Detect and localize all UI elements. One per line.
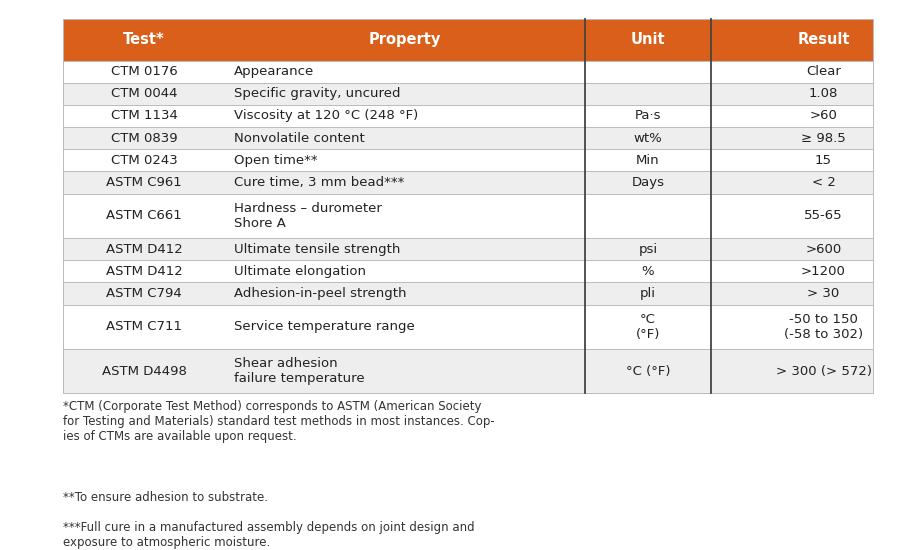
FancyBboxPatch shape xyxy=(63,19,873,60)
Text: ASTM C711: ASTM C711 xyxy=(106,320,182,333)
FancyBboxPatch shape xyxy=(63,194,873,238)
Text: Nonvolatile content: Nonvolatile content xyxy=(234,131,364,145)
Text: *CTM (Corporate Test Method) corresponds to ASTM (American Society
for Testing a: *CTM (Corporate Test Method) corresponds… xyxy=(63,400,495,443)
Text: pli: pli xyxy=(640,287,656,300)
Text: Ultimate tensile strength: Ultimate tensile strength xyxy=(234,243,400,256)
Text: >1200: >1200 xyxy=(801,265,846,278)
Text: °C
(°F): °C (°F) xyxy=(635,313,661,340)
Text: °C (°F): °C (°F) xyxy=(626,365,670,377)
Text: Appearance: Appearance xyxy=(234,65,314,78)
Text: ***Full cure in a manufactured assembly depends on joint design and
exposure to : ***Full cure in a manufactured assembly … xyxy=(63,521,474,549)
Text: ASTM D412: ASTM D412 xyxy=(105,243,183,256)
Text: Cure time, 3 mm bead***: Cure time, 3 mm bead*** xyxy=(234,176,404,189)
Text: CTM 0839: CTM 0839 xyxy=(111,131,177,145)
Text: ≥ 98.5: ≥ 98.5 xyxy=(801,131,846,145)
Text: CTM 0243: CTM 0243 xyxy=(111,154,177,167)
Text: > 30: > 30 xyxy=(807,287,840,300)
Text: Ultimate elongation: Ultimate elongation xyxy=(234,265,366,278)
Text: wt%: wt% xyxy=(634,131,662,145)
Text: ASTM C661: ASTM C661 xyxy=(106,210,182,222)
Text: 1.08: 1.08 xyxy=(809,87,838,100)
Text: 55-65: 55-65 xyxy=(805,210,842,222)
Text: Min: Min xyxy=(636,154,660,167)
FancyBboxPatch shape xyxy=(63,305,873,349)
Text: Specific gravity, uncured: Specific gravity, uncured xyxy=(234,87,400,100)
Text: ASTM C961: ASTM C961 xyxy=(106,176,182,189)
Text: Days: Days xyxy=(632,176,664,189)
FancyBboxPatch shape xyxy=(63,349,873,393)
Text: Shear adhesion
failure temperature: Shear adhesion failure temperature xyxy=(234,357,364,385)
Text: psi: psi xyxy=(638,243,658,256)
Text: **To ensure adhesion to substrate.: **To ensure adhesion to substrate. xyxy=(63,491,268,504)
Text: Pa·s: Pa·s xyxy=(634,109,662,123)
Text: ASTM D4498: ASTM D4498 xyxy=(102,365,186,377)
FancyBboxPatch shape xyxy=(63,149,873,172)
FancyBboxPatch shape xyxy=(63,282,873,305)
Text: Unit: Unit xyxy=(631,32,665,47)
Text: ASTM C794: ASTM C794 xyxy=(106,287,182,300)
Text: Test*: Test* xyxy=(123,32,165,47)
FancyBboxPatch shape xyxy=(63,172,873,194)
Text: -50 to 150
(-58 to 302): -50 to 150 (-58 to 302) xyxy=(784,313,863,340)
FancyBboxPatch shape xyxy=(63,260,873,282)
Text: Viscosity at 120 °C (248 °F): Viscosity at 120 °C (248 °F) xyxy=(234,109,418,123)
Text: CTM 1134: CTM 1134 xyxy=(111,109,177,123)
Text: Service temperature range: Service temperature range xyxy=(234,320,415,333)
Text: Adhesion-in-peel strength: Adhesion-in-peel strength xyxy=(234,287,407,300)
FancyBboxPatch shape xyxy=(63,238,873,260)
Text: Hardness – durometer
Shore A: Hardness – durometer Shore A xyxy=(234,202,382,230)
Text: < 2: < 2 xyxy=(812,176,835,189)
Text: %: % xyxy=(642,265,654,278)
FancyBboxPatch shape xyxy=(63,127,873,149)
Text: Property: Property xyxy=(369,32,441,47)
Text: CTM 0044: CTM 0044 xyxy=(111,87,177,100)
FancyBboxPatch shape xyxy=(63,105,873,127)
Text: Result: Result xyxy=(797,32,850,47)
Text: 15: 15 xyxy=(815,154,832,167)
FancyBboxPatch shape xyxy=(63,60,873,82)
Text: >600: >600 xyxy=(806,243,842,256)
Text: Open time**: Open time** xyxy=(234,154,318,167)
Text: ASTM D412: ASTM D412 xyxy=(105,265,183,278)
Text: CTM 0176: CTM 0176 xyxy=(111,65,177,78)
FancyBboxPatch shape xyxy=(63,82,873,105)
Text: Clear: Clear xyxy=(806,65,841,78)
Text: >60: >60 xyxy=(810,109,837,123)
Text: > 300 (> 572): > 300 (> 572) xyxy=(776,365,871,377)
